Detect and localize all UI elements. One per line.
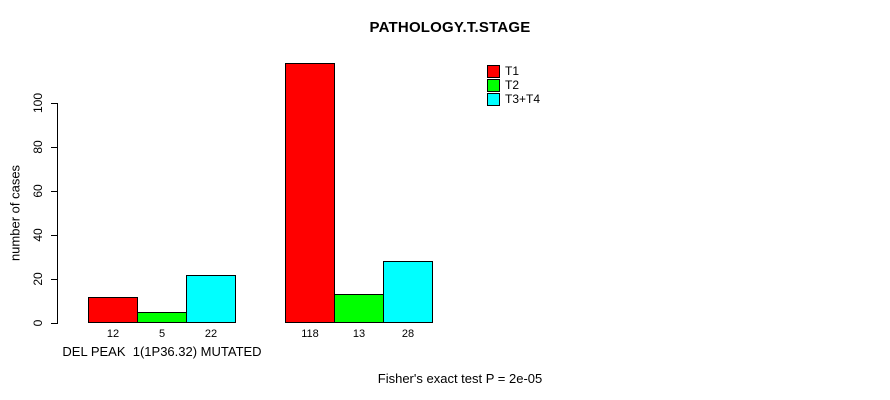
legend-swatch-t1 [487,65,500,78]
y-tick-label: 0 [31,319,45,327]
y-tick-label: 100 [31,92,45,114]
bar-t3+t4 [383,261,433,323]
y-axis-line [57,103,58,324]
pvalue-annotation: Fisher's exact test P = 2e-05 [377,371,543,386]
bar-t2 [334,294,384,323]
legend-label: T2 [505,78,520,92]
y-tick-mark [51,235,57,236]
y-axis-label: number of cases [7,164,23,262]
y-tick-label: 40 [31,228,45,242]
bar-value-label: 118 [301,328,319,340]
legend-swatch-t2 [487,79,500,92]
bar-value-label: 28 [401,328,415,340]
y-tick-mark [51,147,57,148]
bar-value-label: 5 [158,328,166,340]
y-tick-mark [51,279,57,280]
bar-t2 [137,312,187,323]
bar-value-label: 13 [352,328,366,340]
y-tick-label: 80 [31,140,45,154]
bar-t1 [88,297,138,323]
y-tick-mark [51,191,57,192]
x-category-label: DEL PEAK 1(1P36.32) MUTATED [62,344,262,359]
y-tick-mark [51,103,57,104]
y-tick-mark [51,323,57,324]
y-tick-label: 20 [31,272,45,286]
bar-value-label: 12 [106,328,120,340]
chart-title: PATHOLOGY.T.STAGE [369,19,531,36]
y-tick-label: 60 [31,184,45,198]
bar-t1 [285,63,335,323]
bar-value-label: 22 [204,328,218,340]
bar-t3+t4 [186,275,236,323]
legend-swatch-t3+t4 [487,93,500,106]
legend-label: T3+T4 [505,92,541,106]
legend-label: T1 [505,64,520,78]
